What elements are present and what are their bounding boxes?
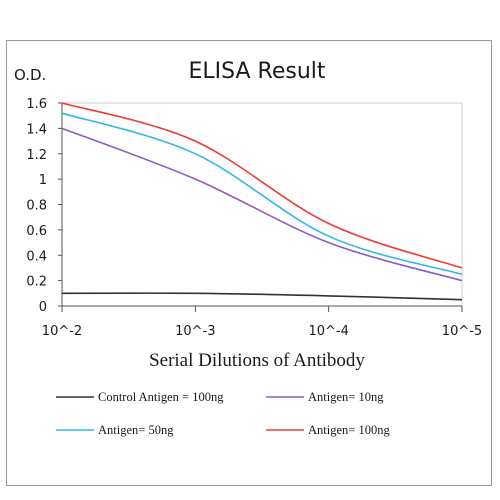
y-tick-label: 0.6 [26, 224, 47, 239]
y-tick-label: 0 [39, 300, 47, 315]
y-tick-label: 0.2 [26, 275, 47, 290]
y-tick-label: 1.6 [26, 97, 47, 112]
chart-frame [6, 40, 492, 486]
x-tick-label: 10^-2 [42, 324, 82, 339]
series-line-antigen-100ng [61, 102, 463, 269]
legend-label: Antigen= 100ng [308, 423, 390, 437]
series-line-antigen-10ng [61, 127, 463, 282]
y-tick-label: 1.4 [26, 122, 47, 137]
x-tick-label: 10^-4 [308, 324, 348, 339]
legend: Control Antigen = 100ng Antigen= 10ng Anti… [56, 390, 390, 437]
x-tick-label: 10^-5 [442, 324, 482, 339]
series-line-control-antigen-100ng [61, 292, 463, 301]
chart-title: ELISA Result [188, 59, 325, 84]
plot-border [61, 102, 463, 307]
legend-label: Control Antigen = 100ng [98, 390, 224, 404]
plot-area: 0 0.2 0.4 0.6 0.8 1 1.2 1.4 1.6 10^-2 10^-3 10^-4 10… [26, 97, 482, 339]
y-tick-label: 1.2 [26, 148, 47, 163]
y-tick-label: 0.8 [26, 199, 47, 214]
x-tick-label: 10^-3 [175, 324, 215, 339]
legend-label: Antigen= 50ng [98, 423, 174, 437]
series-line-antigen-50ng [61, 112, 463, 276]
legend-label: Antigen= 10ng [308, 390, 384, 404]
x-axis-label: Serial Dilutions of Antibody [149, 350, 365, 371]
y-axis-unit-label: O.D. [14, 66, 46, 84]
y-tick-label: 0.4 [26, 249, 47, 264]
y-tick-label: 1 [39, 173, 47, 188]
